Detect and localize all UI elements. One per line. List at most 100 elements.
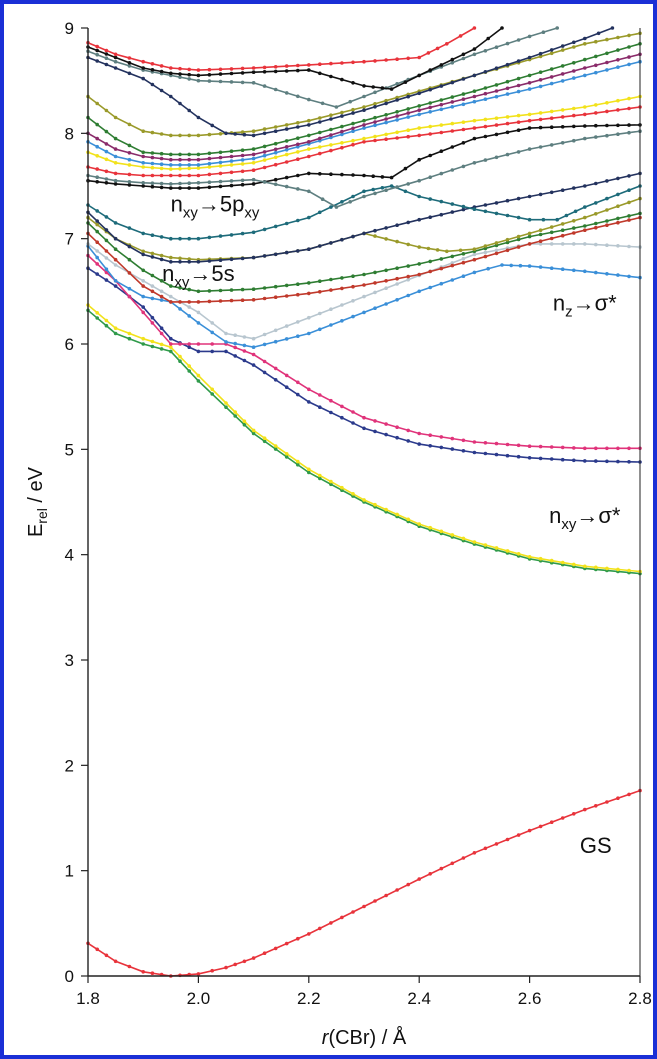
- series-11-point: [207, 259, 212, 263]
- series-9-point: [450, 254, 455, 259]
- series-16-point: [150, 165, 155, 170]
- series-6-point: [627, 274, 631, 279]
- series-16-point: [384, 132, 388, 137]
- series-5-point: [318, 393, 322, 397]
- series-11-point: [178, 260, 182, 264]
- series-1-point: [527, 828, 532, 833]
- series-14-point: [196, 181, 201, 185]
- series-18-point: [505, 86, 510, 91]
- series-4-point: [150, 315, 155, 320]
- series-21-point: [251, 133, 256, 138]
- series-1-point: [439, 866, 444, 871]
- series-6-point: [95, 255, 99, 260]
- series-9-point: [127, 257, 132, 262]
- series-21-point: [560, 44, 565, 48]
- series-21-point: [169, 94, 173, 99]
- series-5-point: [384, 422, 388, 426]
- series-12-point: [389, 184, 394, 188]
- series-17-point: [494, 94, 499, 99]
- series-8-point: [150, 289, 155, 294]
- series-3-point: [273, 444, 278, 448]
- series-9-point: [340, 276, 344, 280]
- series-15-point: [296, 157, 300, 161]
- series-6-point: [196, 321, 201, 325]
- series-5-point: [141, 310, 145, 315]
- series-1-point: [417, 877, 422, 881]
- series-15-point: [127, 172, 132, 177]
- series-10-point: [538, 228, 543, 232]
- series-15-point: [472, 126, 477, 130]
- series-11-point: [627, 174, 631, 178]
- series-9-point: [627, 214, 631, 218]
- series-24-point: [240, 66, 245, 71]
- series-15-point: [251, 168, 256, 172]
- series-21-point: [104, 62, 109, 67]
- series-7-point: [210, 321, 214, 325]
- series-18-point: [284, 145, 289, 149]
- series-17-point: [549, 81, 554, 86]
- series-6-point: [461, 274, 466, 279]
- series-17-point: [127, 157, 132, 162]
- series-23-point: [486, 36, 491, 41]
- series-22-point: [240, 80, 245, 85]
- series-20-point: [159, 132, 164, 136]
- series-9-point: [196, 289, 201, 294]
- series-22-point: [307, 97, 311, 102]
- series-24-point: [207, 67, 212, 72]
- series-21-point: [406, 94, 411, 99]
- series-7-point: [242, 335, 247, 339]
- series-13-point: [284, 175, 289, 180]
- series-14-point: [384, 188, 388, 192]
- series-17-point: [296, 145, 300, 149]
- series-17-point: [384, 120, 388, 125]
- series-1-point: [483, 846, 488, 851]
- series-3-point: [251, 428, 256, 433]
- series-5: [86, 253, 642, 451]
- series-14-point: [373, 191, 377, 196]
- series-7-point: [104, 256, 109, 260]
- x-tick-label: 2.8: [628, 989, 652, 1008]
- series-14-point: [178, 181, 182, 186]
- series-4-point: [406, 439, 411, 443]
- series-12-point: [439, 199, 444, 204]
- series-6-point: [224, 340, 228, 344]
- series-10-point: [560, 222, 565, 226]
- series-6-point: [583, 269, 587, 274]
- series-18-point: [450, 100, 455, 104]
- series-1-point: [104, 953, 109, 958]
- series-9-point: [229, 288, 234, 292]
- series-13-point: [307, 171, 311, 176]
- series-22-point: [262, 84, 267, 88]
- series-20-point: [273, 125, 278, 129]
- series-7-point: [224, 331, 228, 336]
- series-3-point: [95, 311, 99, 315]
- series-2-point: [273, 447, 278, 451]
- series-19-point: [417, 104, 422, 108]
- series-20-point: [340, 110, 344, 115]
- series-5-point: [439, 435, 444, 439]
- series-16-point: [494, 116, 499, 120]
- series-4-point: [113, 284, 118, 288]
- series-22-point: [494, 45, 499, 49]
- series-14-point: [538, 145, 543, 149]
- series-11-point: [439, 212, 444, 217]
- series-13-point: [296, 173, 300, 178]
- annotation-5: GS: [580, 833, 612, 858]
- series-8-point: [605, 223, 609, 227]
- series-11-point: [362, 231, 366, 236]
- series-11-point: [141, 252, 145, 257]
- series-7-point: [450, 261, 455, 265]
- series-9-point: [406, 264, 411, 268]
- series-14-point: [516, 150, 521, 154]
- series-23-line: [87, 27, 503, 90]
- series-19-point: [384, 113, 388, 117]
- series-9-point: [583, 224, 587, 228]
- series-17-point: [178, 163, 182, 167]
- series-8-point: [373, 281, 377, 285]
- series-20-point: [178, 133, 182, 138]
- series-4-point: [516, 454, 521, 459]
- series-7-point: [273, 328, 278, 333]
- series-14-point: [169, 182, 173, 186]
- series-13-point: [403, 166, 408, 171]
- series-19-point: [95, 122, 99, 127]
